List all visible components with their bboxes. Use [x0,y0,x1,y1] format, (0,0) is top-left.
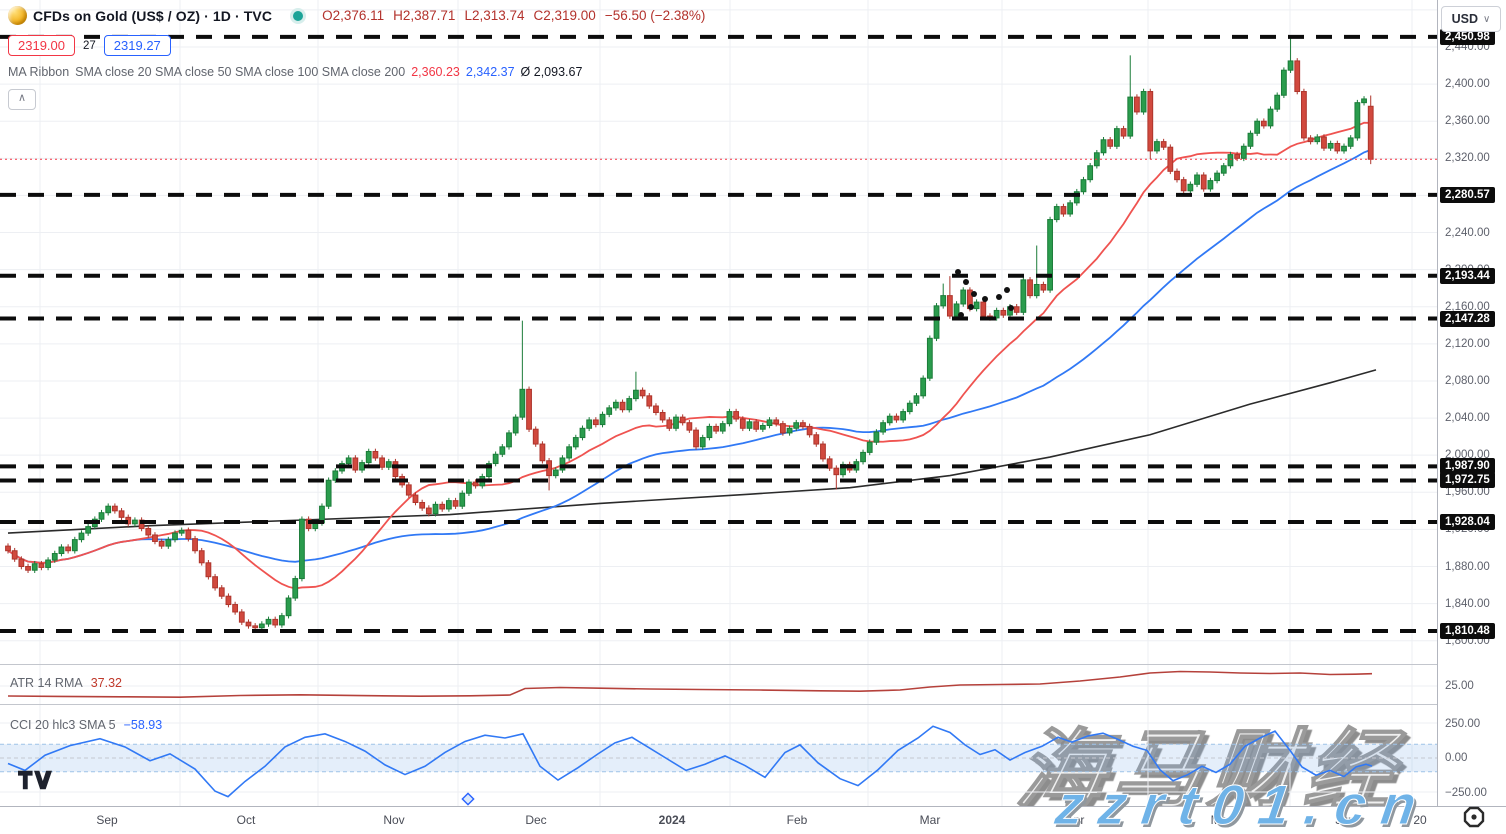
level-price-label: 2,450.98 [1440,28,1495,45]
watermark-text-url: zzrt01.cn [1051,773,1436,834]
cci-pane-legend: CCI 20 hlc3 SMA 5 −58.93 [10,718,162,732]
atr-value: 37.32 [90,676,122,690]
price-axis-label: 2,360.00 [1445,115,1490,128]
price-axis-label: 2,240.00 [1445,226,1490,239]
currency-selector[interactable]: USD ∨ [1441,6,1501,32]
sma20-value: 2,360.23 [411,65,460,79]
ma-ribbon-label[interactable]: MA Ribbon [8,65,70,79]
change-value: −56.50 (−2.38%) [604,8,706,23]
open-value: O2,376.11 [322,8,385,23]
close-value: C2,319.00 [533,8,596,23]
watermark-badge-icon [1463,806,1485,828]
level-price-label: 2,193.44 [1440,267,1495,284]
chart-legend: CFDs on Gold (US$ / OZ) · 1D · TVC O2,37… [8,6,705,110]
symbol-row: CFDs on Gold (US$ / OZ) · 1D · TVC O2,37… [8,6,705,25]
collapse-legend-button[interactable]: ∧ [8,89,36,110]
gold-symbol-icon [8,6,27,25]
cci-axis-label: 250.00 [1445,717,1481,730]
time-axis-label: Sep [96,813,118,827]
cci-axis-label: 0.00 [1445,752,1468,764]
time-axis-label: Dec [525,813,547,827]
ohlc-values: O2,376.11 H2,387.71 L2,313.74 C2,319.00 … [322,8,705,23]
time-axis-label: Nov [383,813,405,827]
spread-value: 27 [83,39,96,52]
price-axis-label: 1,840.00 [1445,597,1490,610]
bid-ask-row: 2319.00 27 2319.27 [8,35,705,56]
high-value: H2,387.71 [393,8,456,23]
time-axis[interactable]: Sep Oct Nov Dec 2024 Feb Mar Apr May Jun 20 [0,806,1506,834]
price-axis-label: 2,160.00 [1445,300,1490,313]
level-price-label: 1,972.75 [1440,472,1495,489]
price-axis-label: 2,320.00 [1445,152,1490,165]
tradingview-logo[interactable] [18,770,52,790]
price-axis-label: 1,880.00 [1445,560,1490,573]
time-axis-label: 2024 [658,813,686,827]
cci-value: −58.93 [123,718,163,732]
level-price-label: 2,147.28 [1440,310,1495,327]
price-axis-label: 2,120.00 [1445,337,1490,350]
price-axis-label: 2,080.00 [1445,374,1490,387]
time-axis-label: Jun [1335,813,1355,827]
cci-title[interactable]: CCI 20 hlc3 SMA 5 [10,718,116,732]
cci-axis-label: −250.00 [1445,786,1487,799]
currency-label: USD [1451,12,1479,26]
time-axis-label: 20 [1413,813,1427,827]
ma-ribbon-legend: MA Ribbon SMA close 20 SMA close 50 SMA … [8,65,705,79]
ma-ribbon-params: SMA close 20 SMA close 50 SMA close 100 … [75,65,406,79]
level-price-label: 1,987.90 [1440,458,1495,475]
bid-price[interactable]: 2319.00 [8,35,75,56]
time-axis-label: Mar [919,813,941,827]
price-axis[interactable]: 2,440.00 2,400.00 2,360.00 2,320.00 2,240.00… [1437,0,1506,806]
sma50-value: 2,342.37 [465,65,515,79]
price-axis-label: 2,400.00 [1445,78,1490,91]
time-axis-label: Oct [236,813,256,827]
level-price-label: 2,280.57 [1440,186,1495,203]
time-axis-label: Feb [786,813,808,827]
ask-price[interactable]: 2319.27 [103,35,171,56]
atr-title[interactable]: ATR 14 RMA [10,676,83,690]
main-chart[interactable] [0,0,1437,806]
symbol-title[interactable]: CFDs on Gold (US$ / OZ) · 1D · TVC [33,7,273,24]
market-status-icon[interactable] [290,7,307,24]
low-value: L2,313.74 [464,8,525,23]
chevron-down-icon: ∨ [1483,13,1491,25]
level-price-label: 1,928.04 [1440,513,1495,530]
level-price-label: 1,810.48 [1440,623,1495,639]
price-axis-label: 1,960.00 [1445,486,1490,499]
price-axis-label: 2,040.00 [1445,412,1490,425]
time-axis-label: May [1210,813,1234,827]
atr-axis-label: 25.00 [1445,680,1474,692]
price-axis-label: 2,000.00 [1445,449,1490,462]
time-axis-label: Apr [1065,813,1085,827]
atr-pane-legend: ATR 14 RMA 37.32 [10,676,122,690]
ma-average-value: Ø 2,093.67 [520,65,583,79]
